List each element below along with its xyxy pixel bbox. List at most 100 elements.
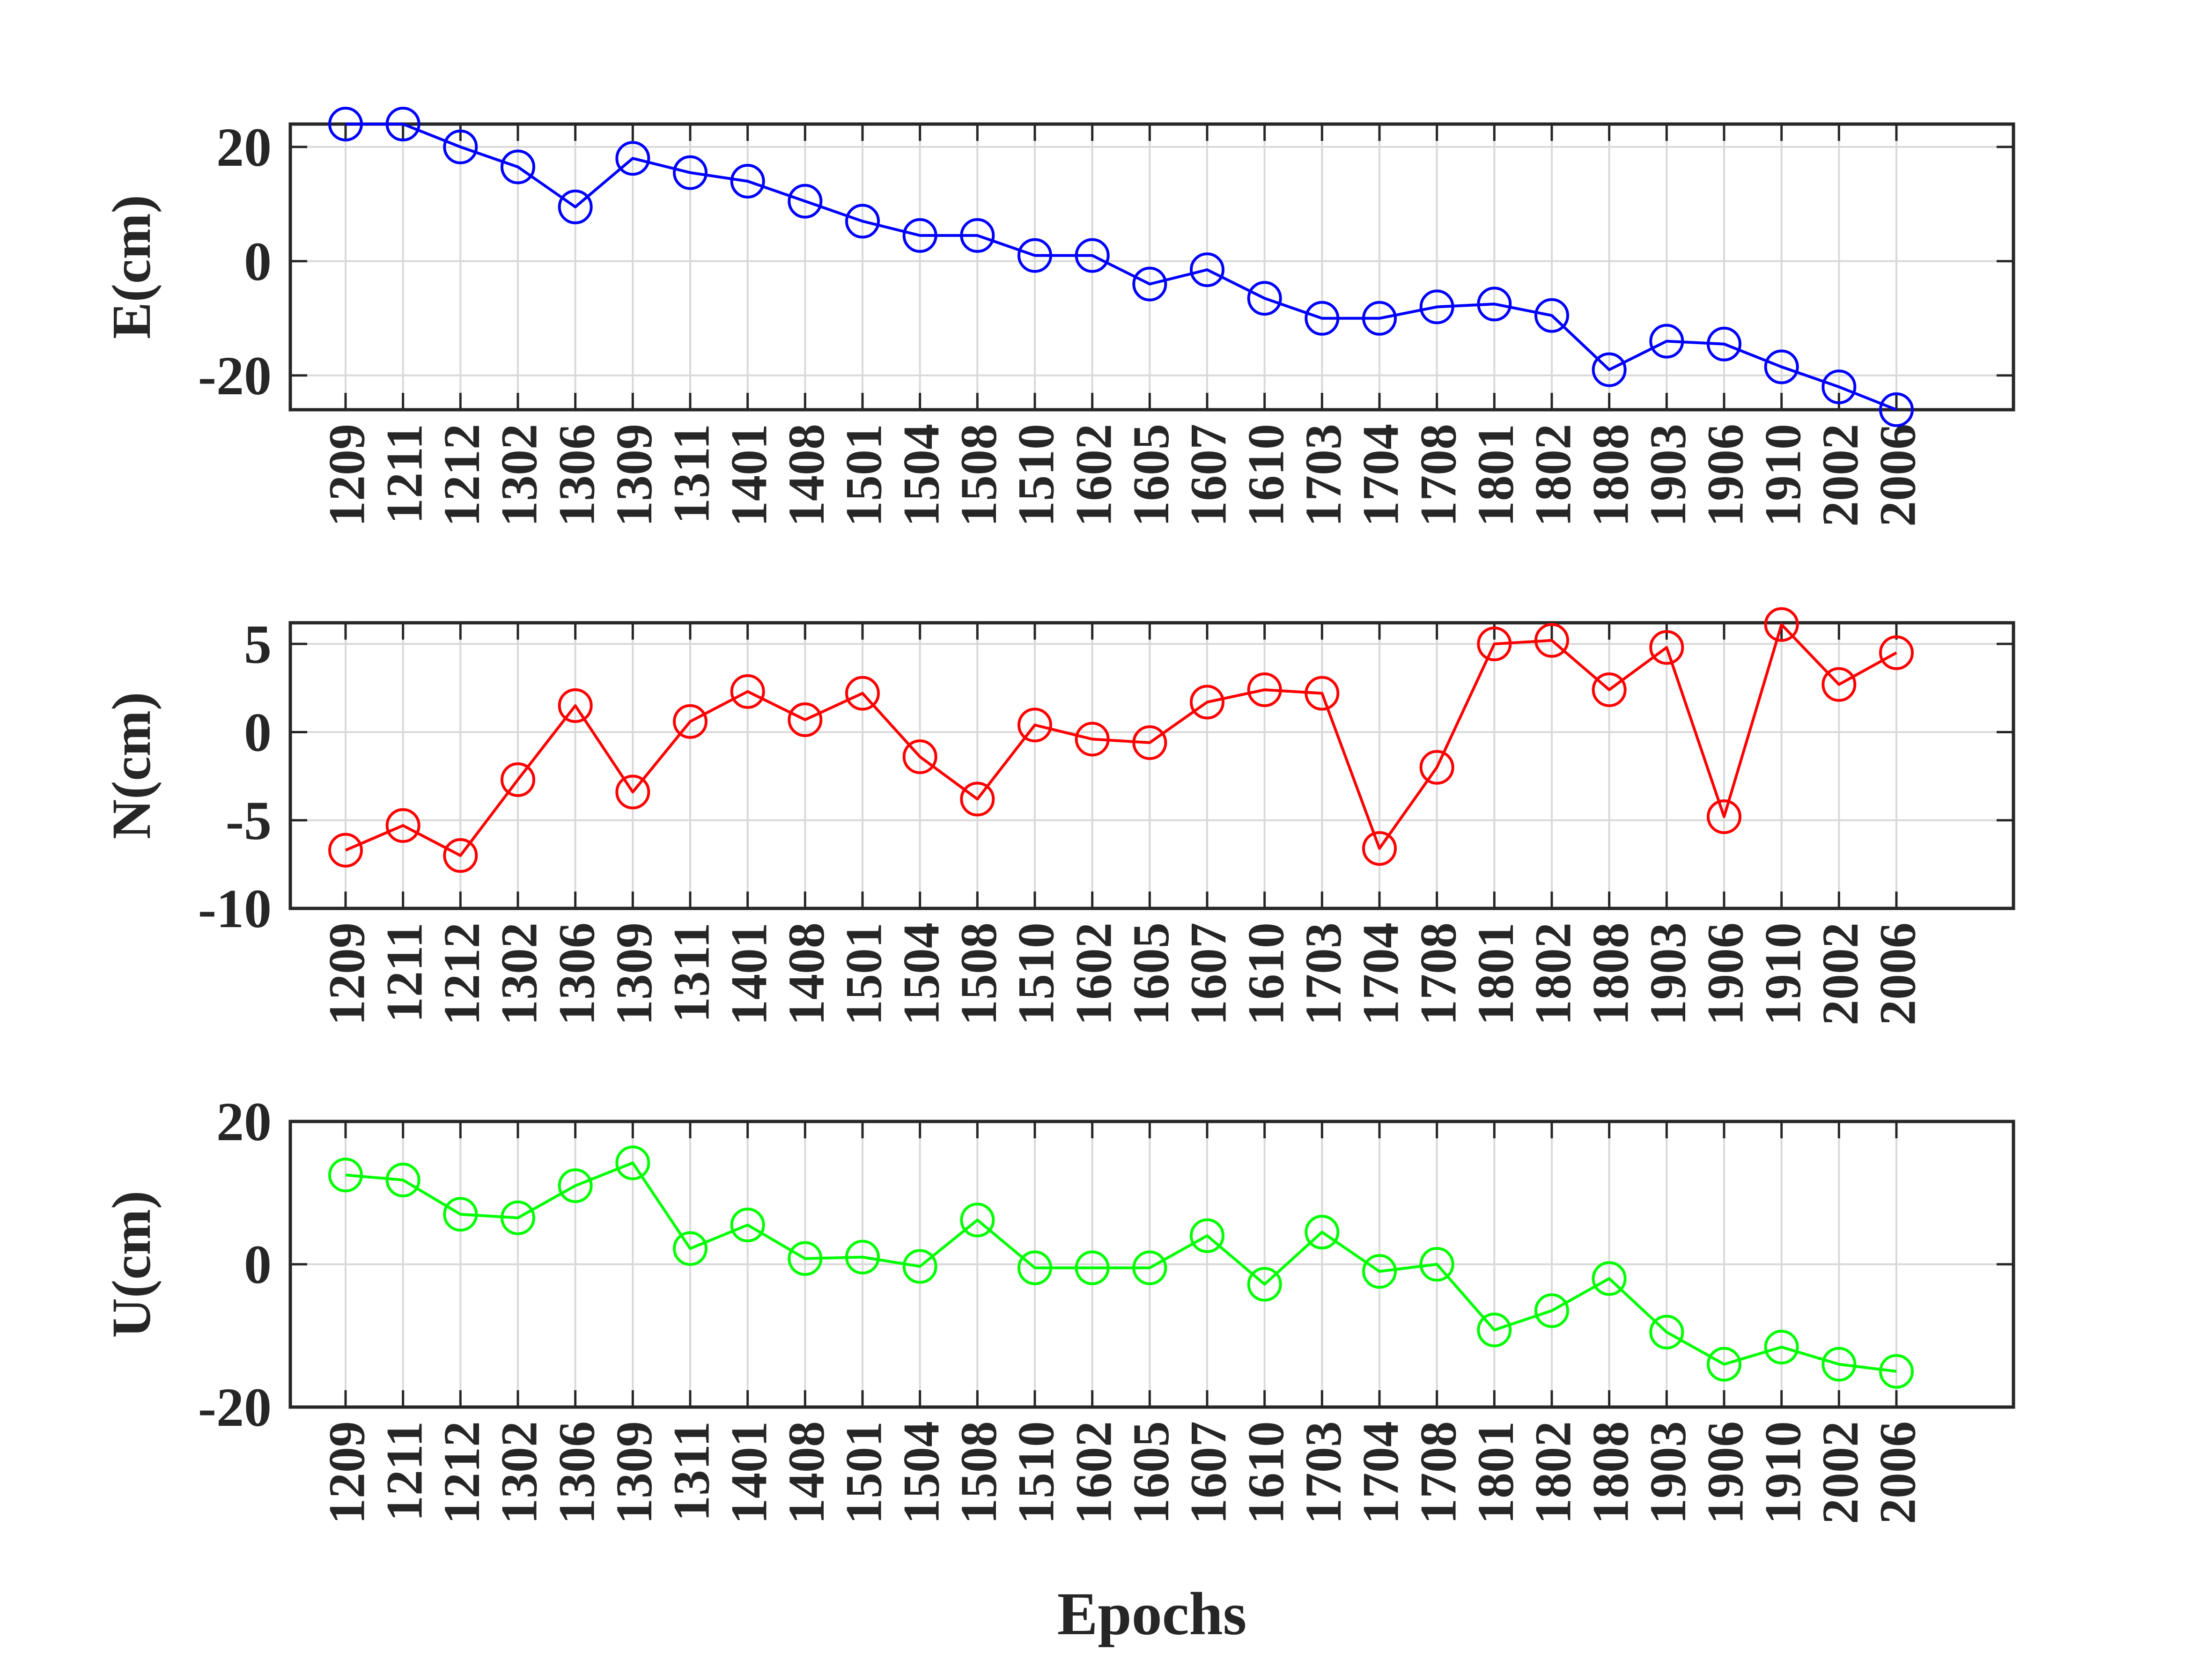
series-line (345, 623, 1897, 857)
x-tick-label: 1703 (1295, 1421, 1352, 1524)
x-tick-label: 2002 (1812, 1421, 1869, 1524)
data-point (788, 1241, 823, 1276)
x-tick-label: 1212 (433, 1421, 490, 1524)
x-tick-label: 1703 (1295, 424, 1352, 527)
x-tick-label: 1708 (1409, 1421, 1467, 1524)
data-point (730, 1208, 765, 1243)
x-tick-label: 1704 (1352, 1421, 1409, 1524)
data-point (1132, 725, 1167, 760)
x-tick-label: 1910 (1754, 424, 1811, 527)
x-tick-label: 1311 (663, 424, 720, 524)
data-point (1764, 607, 1799, 642)
plot-area (290, 623, 2013, 908)
data-point (960, 782, 995, 817)
y-axis-title: E(cm) (101, 195, 162, 339)
x-tick-label: 1504 (892, 922, 950, 1025)
y-axis-title: N(cm) (101, 692, 162, 839)
x-tick-label: 1510 (1008, 922, 1065, 1025)
x-tick-label: 1306 (548, 1421, 605, 1524)
x-tick-label: 1602 (1065, 424, 1122, 527)
x-tick-label: 1212 (433, 922, 490, 1025)
x-tick-label: 1309 (605, 424, 663, 527)
data-point (845, 1239, 880, 1275)
data-point (1132, 1250, 1167, 1285)
data-point (1821, 369, 1857, 405)
x-tick-label: 1209 (318, 424, 376, 527)
x-tick-label: 1801 (1467, 1421, 1524, 1524)
x-tick-label: 1401 (720, 1421, 777, 1524)
data-point (1362, 301, 1397, 336)
x-tick-label: 1607 (1180, 922, 1237, 1025)
data-point (1764, 349, 1799, 384)
data-point (1190, 685, 1224, 720)
x-tick-label: 1408 (778, 424, 835, 527)
x-tick-label: 1504 (892, 424, 950, 527)
data-point (1477, 1312, 1512, 1348)
data-point (1879, 392, 1914, 427)
x-tick-label: 1602 (1065, 1421, 1122, 1524)
x-tick-label: 2006 (1869, 922, 1926, 1025)
x-tick-label: 1211 (376, 1421, 433, 1521)
x-tick-label: 1306 (548, 424, 605, 527)
x-tick-label: 1708 (1409, 922, 1467, 1025)
data-point (501, 149, 535, 184)
data-point (1247, 672, 1282, 708)
x-tick-label: 1808 (1582, 424, 1639, 527)
data-point (1879, 635, 1914, 671)
x-tick-label: 1209 (318, 1421, 376, 1524)
x-tick-label: 1906 (1697, 1421, 1754, 1524)
data-point (385, 1163, 420, 1198)
data-point (1305, 676, 1340, 711)
x-tick-label: 1802 (1525, 424, 1582, 527)
x-tick-label: 2002 (1812, 424, 1869, 527)
data-point (788, 702, 823, 737)
y-tick-label: 0 (244, 702, 272, 763)
data-point (673, 704, 708, 739)
x-tick-label: 1311 (663, 1421, 720, 1521)
axes-frame (288, 122, 2015, 412)
data-point (615, 1145, 650, 1180)
data-point (1707, 326, 1741, 361)
axes-frame (288, 1120, 2015, 1409)
data-point (558, 1168, 593, 1203)
x-tick-label: 1802 (1525, 1421, 1582, 1524)
x-tick-label: 1408 (778, 922, 835, 1025)
x-tick-label: 1510 (1008, 1421, 1065, 1524)
x-tick-label: 1311 (663, 922, 720, 1023)
data-point (1132, 266, 1167, 302)
data-point (730, 164, 765, 199)
x-tick-label: 2006 (1869, 424, 1926, 527)
x-tick-label: 1801 (1467, 922, 1524, 1025)
data-point (1018, 238, 1052, 273)
y-tick-label: -10 (198, 878, 272, 939)
x-tick-label: 1605 (1122, 922, 1180, 1025)
y-tick-label: 20 (216, 117, 272, 178)
data-point (1477, 287, 1512, 322)
x-tick-label: 1302 (491, 922, 548, 1025)
data-point (1018, 708, 1052, 743)
data-point (1362, 831, 1397, 866)
panel-1: -20 0 20 1209 1211 1212 1302 1306 1309 1311 1401 14… (101, 107, 2015, 527)
x-tick-label: 1704 (1352, 424, 1409, 527)
x-tick-label: 1607 (1180, 1421, 1237, 1524)
data-point (443, 129, 478, 164)
y-tick-label: -20 (198, 1377, 272, 1438)
x-tick-label: 1501 (835, 922, 892, 1025)
y-axis-title: U(cm) (101, 1191, 162, 1338)
series-line (345, 1161, 1897, 1373)
data-point (328, 107, 363, 141)
y-tick-label: 20 (216, 1091, 272, 1152)
data-point (443, 1197, 478, 1232)
x-tick-label: 1605 (1122, 1421, 1180, 1524)
x-tick-label: 1408 (778, 1421, 835, 1524)
x-tick-label: 1910 (1754, 922, 1811, 1025)
data-point (1419, 1247, 1454, 1282)
data-point (673, 1231, 708, 1266)
data-point (1649, 630, 1684, 665)
data-point (1075, 722, 1110, 757)
x-tick-label: 1708 (1409, 424, 1467, 527)
y-tick-label: 0 (244, 231, 272, 292)
